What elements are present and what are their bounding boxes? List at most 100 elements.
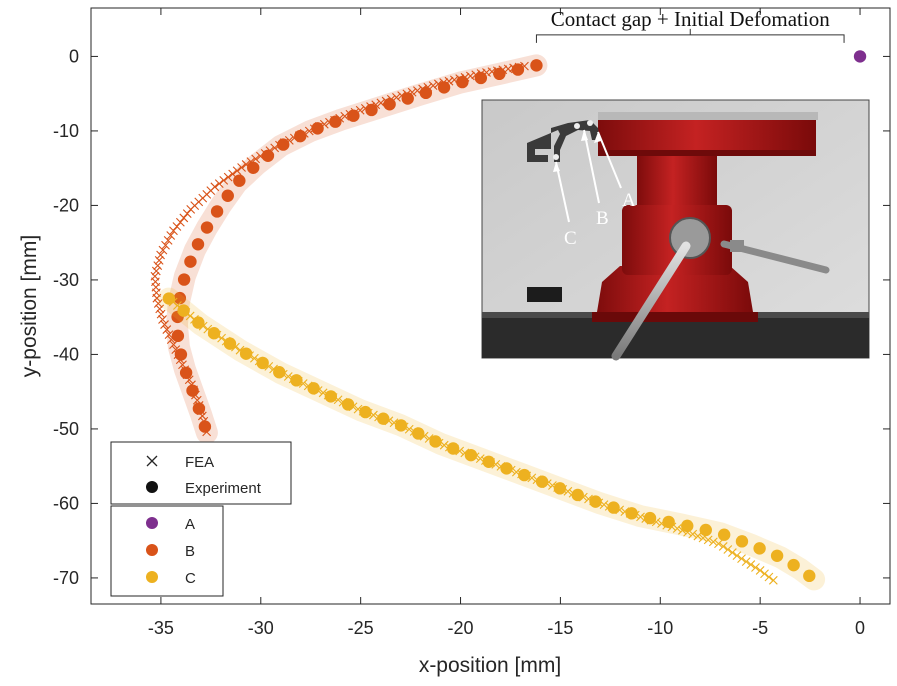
photo-label-c: C	[564, 228, 577, 249]
series-b-experiment-point	[177, 273, 191, 286]
series-c-experiment-point	[290, 374, 303, 387]
legend-c-label: C	[185, 570, 196, 587]
series-b-experiment-point	[221, 189, 234, 202]
series-b-fea-point	[169, 226, 178, 236]
series-c-experiment-point	[464, 448, 478, 462]
y-tick-label: -30	[53, 270, 79, 290]
series-b-fea-point	[251, 154, 261, 164]
series-c-experiment-point	[589, 495, 602, 508]
series-b-experiment-point	[456, 75, 469, 89]
series-c-experiment-point	[239, 347, 253, 360]
series-c-fea-point	[732, 551, 742, 561]
photo-label-a: A	[622, 190, 636, 211]
series-b-fea-point	[156, 250, 165, 260]
series-c-fea-point	[764, 572, 774, 582]
series-b-fea-point	[465, 71, 475, 81]
x-tick-label: -5	[752, 618, 768, 638]
y-tick-label: -40	[53, 344, 79, 364]
series-c-fea-point	[727, 548, 737, 557]
series-c-experiment-point	[553, 482, 567, 495]
annotation: Contact gap + Initial Defomation	[535, 7, 845, 43]
series-b-experiment-point	[200, 221, 214, 234]
x-tick-label: -20	[448, 618, 474, 638]
y-tick-label: -50	[53, 419, 79, 439]
annotation-text: Contact gap + Initial Defomation	[551, 7, 830, 31]
series-c-fea-point	[741, 557, 751, 566]
legend-experiment-marker	[146, 481, 158, 493]
legend-points: A B C	[110, 505, 224, 597]
series-b-fea-point	[237, 163, 246, 172]
legend-a-label: A	[185, 516, 195, 533]
series-b-fea-point	[340, 111, 350, 121]
series-c-experiment-point	[535, 475, 549, 488]
series-b-fea-point	[152, 293, 162, 303]
series-b-fea-point	[175, 217, 185, 227]
x-tick-label: -35	[148, 618, 174, 638]
series-c-experiment-point	[625, 507, 638, 520]
series-c-experiment-point	[273, 366, 286, 379]
series-c-fea-point	[718, 542, 728, 551]
y-tick-label: -10	[53, 121, 79, 141]
series-c-fea-point	[708, 537, 718, 547]
series-c-experiment-point	[753, 542, 766, 555]
series-c-experiment-point	[518, 468, 531, 482]
series-c-experiment-point	[803, 569, 816, 583]
series-c-experiment-point	[643, 511, 657, 525]
inset-photo: A B C	[481, 99, 870, 361]
series-c-fea-point	[723, 545, 733, 554]
series-b-fea-point	[164, 330, 174, 339]
series-c-fea-point	[737, 554, 746, 564]
series-c-fea-point	[636, 512, 645, 522]
series-b-experiment-point	[186, 384, 199, 397]
series-a	[853, 50, 867, 63]
series-c-experiment-point	[307, 382, 320, 395]
series-c-experiment-point	[681, 519, 694, 533]
x-axis-label: x-position [mm]	[419, 654, 561, 677]
series-b-experiment-point	[365, 103, 378, 117]
series-b-fea-point	[153, 299, 163, 308]
series-c-fea-point	[755, 566, 765, 575]
series-b-experiment-point	[437, 81, 451, 94]
x-tick-label: -10	[647, 618, 673, 638]
x-tick-label: -15	[547, 618, 573, 638]
series-b-experiment-point	[191, 238, 205, 251]
series-c-experiment-point	[571, 488, 584, 502]
series-b-fea-point	[223, 172, 233, 182]
series-layer	[150, 50, 867, 591]
series-b	[150, 54, 548, 444]
series-b-experiment-point	[192, 402, 206, 415]
series-c-experiment-point	[324, 390, 338, 403]
series-c-experiment-point	[177, 304, 190, 317]
series-b-experiment-point	[493, 67, 506, 81]
legend-fea-marker	[146, 455, 158, 467]
series-c-experiment-point	[429, 435, 442, 448]
series-b-experiment-point	[311, 122, 324, 135]
photo-label-b: B	[596, 208, 609, 229]
series-b-fea-point	[158, 245, 168, 255]
y-tick-label: -70	[53, 568, 79, 588]
series-b-fea-point	[232, 166, 242, 176]
series-b-fea-point	[182, 209, 192, 219]
series-b-experiment-point	[198, 420, 212, 433]
series-b-experiment-point	[530, 59, 543, 72]
series-b-experiment-point	[184, 255, 197, 268]
series-b-fea-point	[172, 222, 182, 231]
series-b-experiment-point	[401, 92, 414, 105]
series-c-experiment-point	[446, 442, 460, 455]
series-b-fea-point	[179, 213, 189, 223]
series-c	[157, 287, 826, 591]
series-b-fea-point	[169, 340, 178, 350]
series-b-fea-point	[154, 255, 164, 265]
legend-b-label: B	[185, 543, 195, 560]
series-c-experiment-point	[394, 419, 408, 432]
series-b-fea-point	[151, 266, 161, 276]
series-b-fea-point	[162, 325, 172, 334]
series-b-experiment-point	[171, 329, 185, 343]
series-c-experiment-point	[735, 535, 749, 548]
series-c-experiment-point	[207, 327, 221, 340]
series-c-fea-point	[703, 535, 713, 545]
series-c-experiment-point	[341, 398, 355, 411]
y-tick-label: -60	[53, 493, 79, 513]
series-b-experiment-point	[474, 71, 488, 85]
series-b-experiment-point	[419, 86, 433, 100]
